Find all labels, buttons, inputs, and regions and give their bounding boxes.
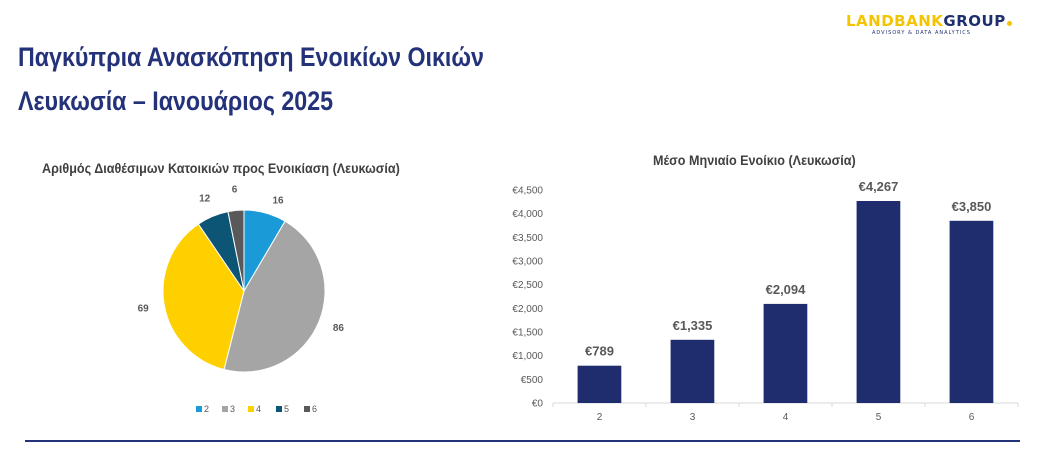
pie-chart: 16 86 69 12 6 2 3 4 5 6: [138, 185, 345, 415]
pie-data-label: 6: [232, 185, 238, 196]
pie-slice-3: [223, 220, 326, 373]
y-tick-label: €4,000: [512, 209, 543, 220]
landbank-logo: LANDBANKGROUP ADVISORY & DATA ANALYTICS: [846, 12, 1036, 42]
bar-2: [577, 365, 622, 403]
bar-data-label: €4,267: [859, 179, 899, 194]
y-tick-label: €1,000: [512, 351, 543, 362]
y-tick-label: €500: [521, 375, 544, 386]
legend-swatch: [196, 406, 202, 412]
y-tick-label: €4,500: [512, 186, 543, 197]
x-tick-label: 2: [597, 412, 603, 423]
legend-swatch: [248, 406, 254, 412]
legend-swatch: [222, 406, 228, 412]
y-tick-label: €0: [532, 399, 544, 410]
pie-data-label: 86: [333, 323, 345, 334]
bar-data-label: €789: [585, 344, 614, 359]
bar-5: [856, 201, 901, 403]
legend-label: 5: [284, 404, 289, 414]
legend-label: 4: [256, 404, 261, 414]
x-tick-label: 5: [876, 412, 882, 423]
pie-chart-title: Αριθμός Διαθέσιμων Κατοικιών προς Ενοικί…: [42, 160, 400, 176]
logo-wordmark: LANDBANKGROUP: [846, 12, 1036, 30]
x-tick-label: 3: [690, 412, 696, 423]
y-tick-label: €2,500: [512, 280, 543, 291]
pie-data-label: 12: [199, 194, 211, 205]
footer-divider: [25, 440, 1020, 442]
y-tick-label: €2,000: [512, 304, 543, 315]
bar-chart-title: Μέσο Μηνιαίο Ενοίκιο (Λευκωσία): [653, 152, 856, 168]
legend-swatch: [276, 406, 282, 412]
bar-3: [670, 339, 715, 403]
page-subtitle: Λευκωσία – Ιανουάριος 2025: [18, 86, 334, 116]
bar-data-label: €2,094: [766, 282, 807, 297]
legend-swatch: [304, 406, 310, 412]
x-tick-label: 4: [783, 412, 789, 423]
logo-tagline: ADVISORY & DATA ANALYTICS: [872, 30, 971, 36]
pie-slice-6: [227, 209, 245, 292]
y-tick-label: €3,500: [512, 233, 543, 244]
page-title: Παγκύπρια Ανασκόπηση Ενοικίων Οικιών: [18, 42, 484, 72]
pie-data-label: 69: [138, 304, 150, 315]
bar-data-label: €3,850: [952, 199, 992, 214]
legend-label: 2: [204, 404, 209, 414]
bar-data-label: €1,335: [673, 318, 713, 333]
bar-4: [763, 303, 808, 403]
x-tick-label: 6: [969, 412, 975, 423]
legend-label: 6: [312, 404, 317, 414]
pie-data-label: 16: [272, 195, 284, 206]
legend-label: 3: [230, 404, 235, 414]
bar-6: [949, 220, 994, 403]
y-tick-label: €3,000: [512, 257, 543, 268]
pie-slice-4: [162, 223, 245, 371]
y-tick-label: €1,500: [512, 328, 543, 339]
